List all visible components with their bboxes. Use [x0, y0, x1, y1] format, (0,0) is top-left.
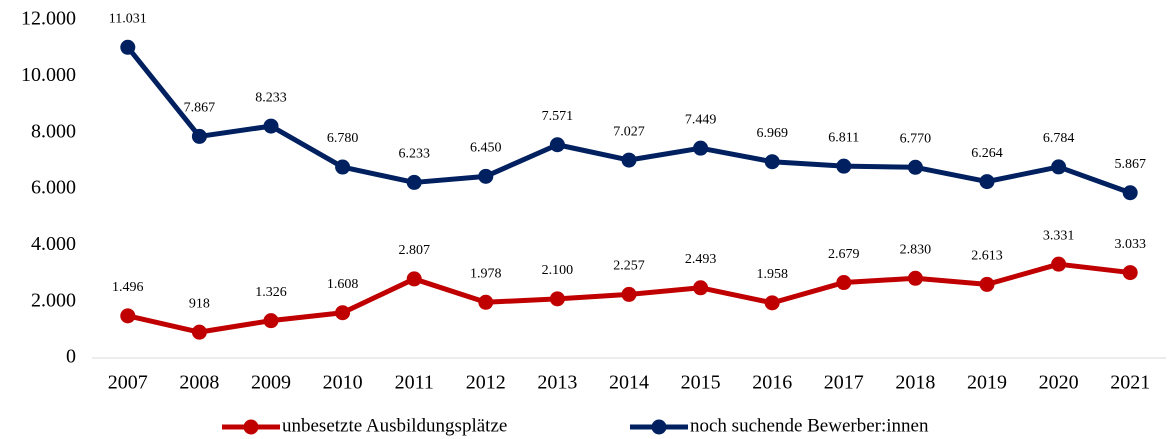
x-tick-label: 2008 — [179, 372, 219, 394]
x-tick-label: 2017 — [824, 372, 864, 394]
x-tick-label: 2011 — [395, 372, 434, 394]
data-point — [836, 275, 852, 291]
data-point — [764, 154, 780, 170]
data-point — [621, 152, 637, 168]
data-label: 2.257 — [613, 259, 645, 274]
data-point — [191, 128, 207, 144]
data-point — [335, 305, 351, 321]
data-point — [120, 39, 136, 55]
x-tick-label: 2021 — [1110, 372, 1150, 394]
data-label: 2.493 — [685, 252, 717, 267]
data-label: 2.807 — [398, 243, 430, 258]
data-label: 6.784 — [1043, 131, 1075, 146]
data-label: 1.496 — [112, 280, 144, 295]
data-point — [1051, 159, 1067, 175]
data-label: 7.027 — [613, 124, 645, 139]
data-label: 3.331 — [1043, 228, 1075, 243]
data-point — [693, 280, 709, 296]
data-label: 7.867 — [184, 101, 216, 116]
x-tick-label: 2010 — [323, 372, 363, 394]
data-label: 6.811 — [828, 130, 859, 145]
data-label: 2.830 — [900, 243, 932, 258]
data-point — [907, 270, 923, 286]
data-label: 2.100 — [542, 263, 574, 278]
y-tick-label: 6.000 — [31, 177, 76, 199]
data-label: 1.326 — [255, 285, 287, 300]
data-point — [1122, 265, 1138, 281]
x-tick-label: 2016 — [752, 372, 792, 394]
data-point — [693, 140, 709, 156]
legend-marker — [243, 419, 259, 435]
y-tick-label: 8.000 — [31, 120, 76, 142]
data-label: 7.571 — [542, 109, 574, 124]
data-point — [1051, 256, 1067, 272]
data-label: 11.031 — [109, 12, 147, 27]
legend-label: unbesetzte Ausbildungsplätze — [282, 415, 507, 436]
x-tick-label: 2009 — [251, 372, 291, 394]
data-label: 3.033 — [1114, 237, 1146, 252]
x-tick-label: 2015 — [681, 372, 721, 394]
data-label: 6.264 — [971, 146, 1003, 161]
x-tick-label: 2014 — [609, 372, 649, 394]
data-label: 6.780 — [327, 131, 359, 146]
data-label: 5.867 — [1114, 157, 1146, 172]
data-point — [478, 294, 494, 310]
x-tick-label: 2018 — [895, 372, 935, 394]
data-point — [1122, 185, 1138, 201]
data-point — [478, 168, 494, 184]
data-point — [764, 295, 780, 311]
data-point — [263, 118, 279, 134]
data-point — [335, 159, 351, 175]
data-label: 6.233 — [398, 147, 430, 162]
x-tick-label: 2019 — [967, 372, 1007, 394]
data-label: 2.613 — [971, 249, 1003, 264]
data-point — [406, 271, 422, 287]
series-line — [125, 45, 1132, 196]
data-label: 2.679 — [828, 247, 860, 262]
data-label: 1.608 — [327, 277, 359, 292]
data-point — [406, 174, 422, 190]
x-tick-label: 2020 — [1039, 372, 1079, 394]
data-point — [120, 308, 136, 324]
data-label: 6.969 — [756, 126, 788, 141]
data-label: 6.770 — [900, 132, 932, 147]
y-tick-label: 2.000 — [31, 289, 76, 311]
y-tick-label: 10.000 — [21, 64, 76, 86]
data-point — [549, 137, 565, 153]
data-point — [621, 286, 637, 302]
x-tick-label: 2007 — [108, 372, 148, 394]
data-point — [263, 313, 279, 329]
data-label: 8.233 — [255, 90, 287, 105]
data-point — [979, 276, 995, 292]
data-point — [907, 159, 923, 175]
data-label: 6.450 — [470, 141, 502, 156]
data-point — [191, 324, 207, 340]
data-point — [836, 158, 852, 174]
data-label: 7.449 — [685, 112, 717, 127]
data-label: 1.978 — [470, 267, 502, 282]
y-tick-label: 4.000 — [31, 233, 76, 255]
y-tick-label: 12.000 — [21, 8, 76, 30]
data-point — [979, 174, 995, 190]
legend-marker — [651, 419, 667, 435]
data-point — [549, 291, 565, 307]
x-tick-label: 2013 — [537, 372, 577, 394]
data-label: 1.958 — [756, 267, 788, 282]
x-tick-label: 2012 — [466, 372, 506, 394]
y-tick-label: 0 — [66, 346, 76, 368]
data-label: 918 — [189, 296, 210, 311]
legend-label: noch suchende Bewerber:innen — [690, 415, 929, 436]
